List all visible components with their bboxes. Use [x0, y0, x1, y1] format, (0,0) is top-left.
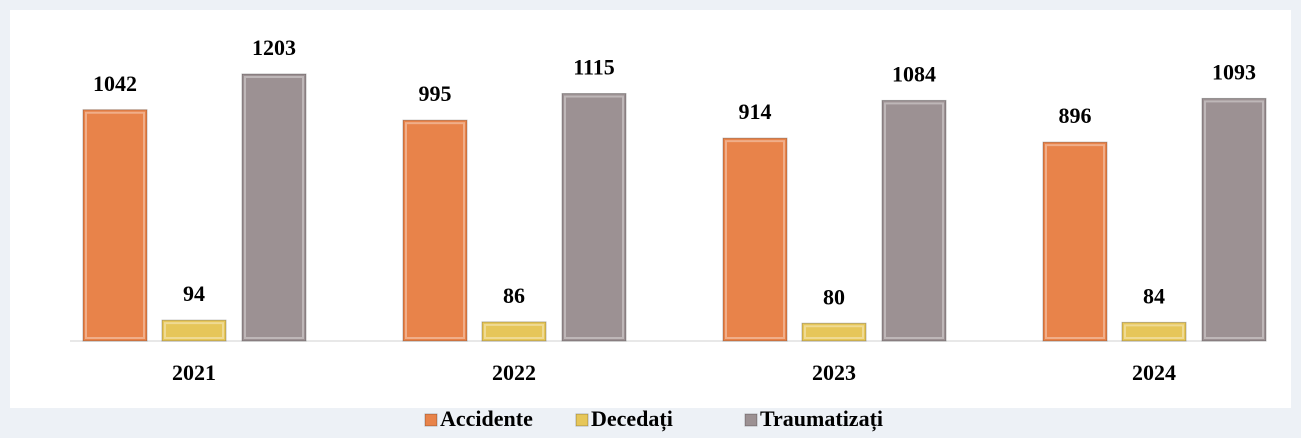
bar	[1201, 97, 1267, 342]
legend-label: Decedați	[591, 406, 673, 432]
bar	[1042, 141, 1108, 342]
x-tick-label: 2023	[812, 360, 856, 385]
x-tick-label: 2024	[1132, 360, 1176, 385]
bar-bevel	[405, 122, 465, 340]
bar-bevel	[164, 322, 224, 339]
bar-bevel	[85, 111, 145, 339]
bar	[402, 119, 468, 342]
data-label: 1203	[252, 35, 296, 60]
data-label: 995	[419, 81, 452, 106]
data-label: 94	[183, 281, 205, 306]
bar-bevel	[564, 95, 624, 339]
bar	[1121, 321, 1187, 342]
bar	[481, 321, 547, 342]
bar-bevel	[1045, 144, 1105, 339]
x-tick-label: 2022	[492, 360, 536, 385]
bar	[561, 93, 627, 342]
bar	[82, 109, 148, 342]
data-label: 1093	[1212, 59, 1256, 84]
bar	[801, 322, 867, 342]
data-label: 896	[1059, 103, 1092, 128]
bar-bevel	[1204, 100, 1264, 339]
legend-swatch	[424, 413, 438, 427]
bar	[722, 137, 788, 342]
bar-bevel	[1124, 324, 1184, 339]
data-label: 84	[1143, 283, 1165, 308]
data-label: 86	[503, 283, 525, 308]
bar-bevel	[484, 323, 544, 340]
bar-bevel	[804, 325, 864, 339]
legend-swatch	[744, 413, 758, 427]
data-label: 914	[739, 99, 772, 124]
bar	[161, 319, 227, 342]
bar	[241, 73, 307, 342]
bar-bevel	[725, 140, 785, 339]
data-label: 1115	[573, 55, 615, 80]
bar-bevel	[244, 76, 304, 339]
bar-bevel	[884, 102, 944, 339]
legend-label: Accidente	[440, 406, 533, 431]
data-label: 1084	[892, 61, 936, 86]
bar	[881, 99, 947, 342]
x-tick-label: 2021	[172, 360, 216, 385]
legend-swatch	[575, 413, 589, 427]
data-label: 1042	[93, 71, 137, 96]
data-label: 80	[823, 284, 845, 309]
legend-label: Traumatizați	[760, 406, 883, 432]
